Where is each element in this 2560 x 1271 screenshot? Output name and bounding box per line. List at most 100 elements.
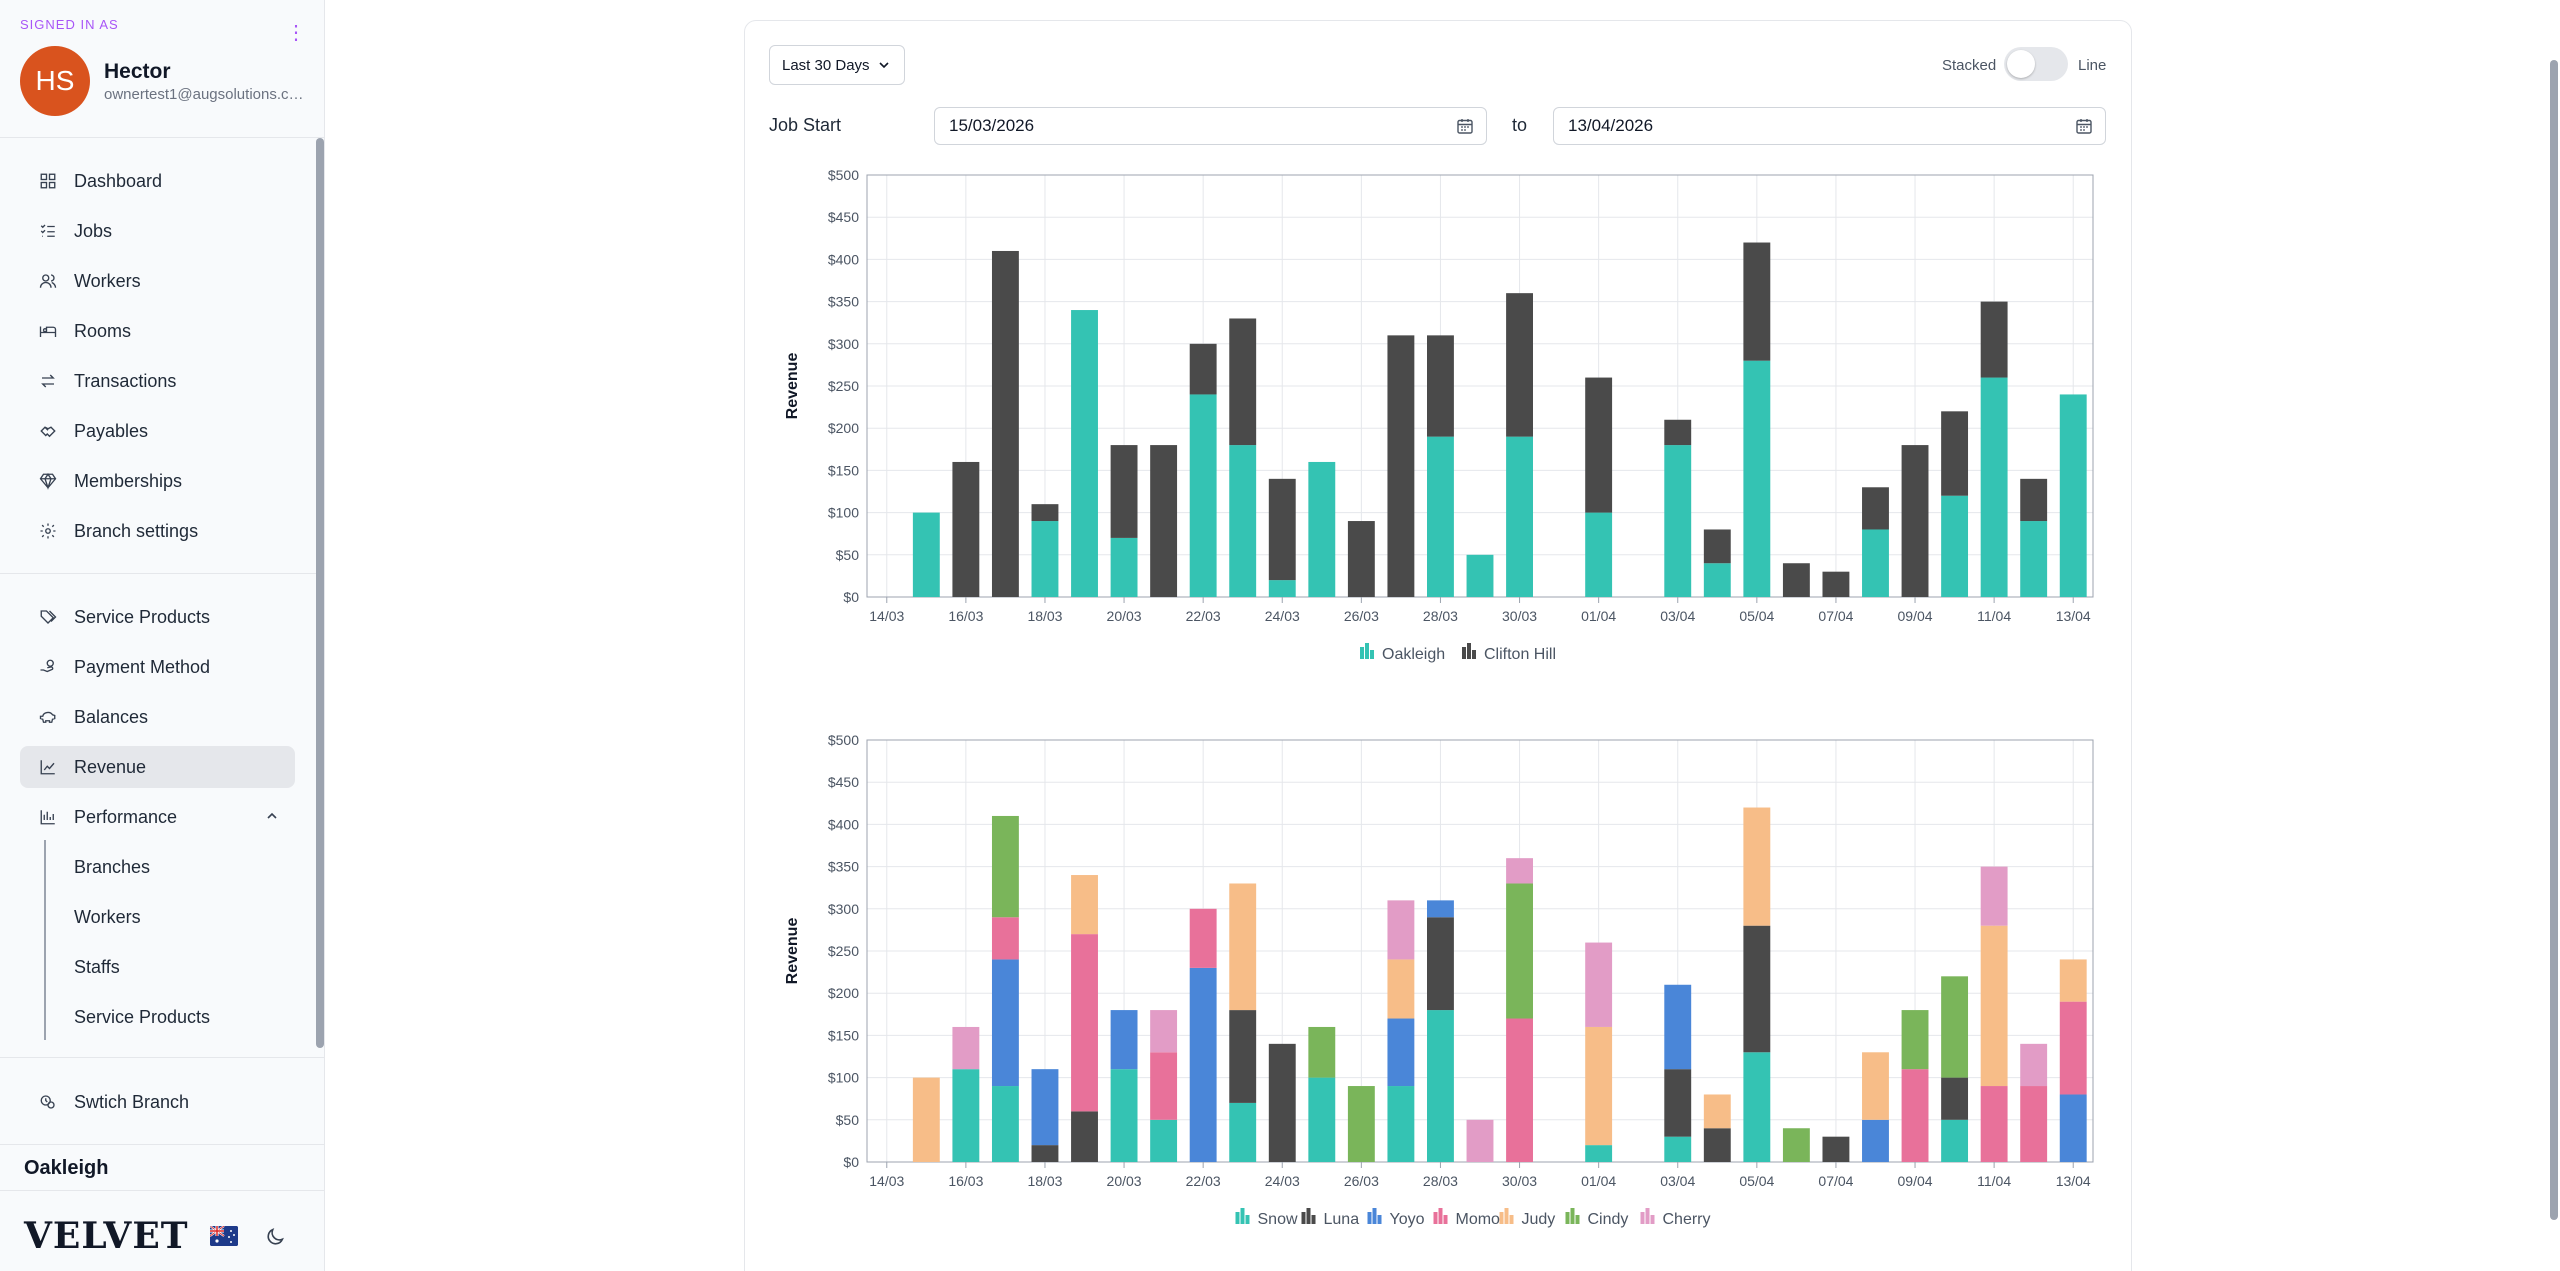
bar-segment[interactable]: [1229, 445, 1257, 597]
bar-segment[interactable]: [1980, 377, 2008, 597]
bar-segment[interactable]: [1862, 487, 1889, 530]
bar-segment[interactable]: [1585, 512, 1613, 597]
legend-item[interactable]: Clifton Hill: [1462, 643, 1556, 663]
bar-segment[interactable]: [1664, 419, 1692, 446]
bar-segment[interactable]: [1189, 394, 1217, 597]
bar-segment[interactable]: [1150, 1052, 1178, 1120]
bar-segment[interactable]: [1506, 883, 1533, 1019]
bar-segment[interactable]: [1585, 1145, 1613, 1162]
bar-segment[interactable]: [1743, 360, 1771, 597]
bar-segment[interactable]: [1980, 301, 2008, 378]
bar-segment[interactable]: [1308, 1026, 1336, 1078]
bar-segment[interactable]: [1506, 293, 1533, 437]
bar-segment[interactable]: [1427, 436, 1454, 597]
calendar-icon[interactable]: [1456, 117, 1474, 135]
legend-item[interactable]: Yoyo: [1367, 1208, 1425, 1228]
bar-segment[interactable]: [1387, 900, 1415, 960]
start-date-input[interactable]: 15/03/2026: [934, 107, 1487, 145]
bar-segment[interactable]: [952, 1069, 980, 1162]
bar-segment[interactable]: [1941, 976, 1969, 1078]
bar-segment[interactable]: [1941, 1077, 1969, 1120]
bar-segment[interactable]: [1980, 1086, 2008, 1162]
bar-segment[interactable]: [1585, 377, 1613, 513]
bar-segment[interactable]: [1071, 310, 1098, 597]
bar-segment[interactable]: [2020, 1043, 2048, 1087]
page-scrollbar[interactable]: [2550, 60, 2558, 1220]
bar-segment[interactable]: [1387, 1086, 1415, 1162]
bar-segment[interactable]: [991, 250, 1019, 597]
bar-segment[interactable]: [1150, 1010, 1178, 1053]
bar-segment[interactable]: [1031, 1069, 1059, 1146]
bar-segment[interactable]: [1308, 1077, 1336, 1162]
bar-segment[interactable]: [1664, 1136, 1692, 1162]
bar-segment[interactable]: [1308, 461, 1336, 597]
bar-segment[interactable]: [1664, 984, 1692, 1070]
sidebar-scrollbar[interactable]: [316, 138, 324, 1048]
sidebar-item-workers[interactable]: Workers: [20, 260, 295, 302]
bar-segment[interactable]: [1347, 1086, 1375, 1162]
bar-segment[interactable]: [991, 1086, 1019, 1162]
submenu-item-workers[interactable]: Workers: [74, 906, 141, 927]
sidebar-item-transactions[interactable]: Transactions: [20, 360, 295, 402]
bar-segment[interactable]: [2020, 478, 2048, 522]
sidebar-item-payment-method[interactable]: Payment Method: [20, 646, 295, 688]
submenu-item-service-products[interactable]: Service Products: [74, 1006, 211, 1027]
sidebar-item-payables[interactable]: Payables: [20, 410, 295, 452]
bar-segment[interactable]: [1941, 495, 1969, 597]
bar-segment[interactable]: [1822, 571, 1850, 597]
bar-segment[interactable]: [1387, 335, 1415, 597]
bar-segment[interactable]: [1782, 1128, 1810, 1162]
end-date-input[interactable]: 13/04/2026: [1553, 107, 2106, 145]
bar-segment[interactable]: [1347, 521, 1375, 597]
bar-segment[interactable]: [1585, 1026, 1613, 1146]
more-options-icon[interactable]: ⋮: [286, 22, 306, 44]
bar-segment[interactable]: [1743, 1052, 1771, 1162]
bar-segment[interactable]: [1664, 445, 1692, 597]
bar-segment[interactable]: [1189, 343, 1217, 395]
bar-segment[interactable]: [952, 1026, 980, 1070]
date-range-dropdown[interactable]: Last 30 Days: [769, 45, 905, 85]
bar-segment[interactable]: [1229, 318, 1257, 446]
bar-segment[interactable]: [1862, 529, 1889, 597]
bar-segment[interactable]: [1427, 1010, 1454, 1162]
bar-segment[interactable]: [1743, 807, 1771, 926]
bar-segment[interactable]: [1427, 335, 1454, 437]
bar-segment[interactable]: [2020, 521, 2048, 597]
sidebar-item-dashboard[interactable]: Dashboard: [20, 160, 295, 202]
switch-branch-button[interactable]: Swtich Branch: [20, 1081, 295, 1123]
bar-segment[interactable]: [1941, 411, 1969, 496]
bar-segment[interactable]: [1980, 866, 2008, 926]
sidebar-item-performance[interactable]: Performance: [20, 796, 295, 838]
bar-segment[interactable]: [1229, 883, 1257, 1011]
bar-segment[interactable]: [2059, 959, 2087, 1002]
bar-segment[interactable]: [1941, 1119, 1969, 1162]
bar-segment[interactable]: [1862, 1119, 1889, 1162]
bar-segment[interactable]: [1150, 1119, 1178, 1162]
bar-segment[interactable]: [1387, 959, 1415, 1019]
bar-segment[interactable]: [991, 959, 1019, 1087]
bar-segment[interactable]: [1189, 908, 1217, 968]
bar-segment[interactable]: [1427, 917, 1454, 1011]
sidebar-item-jobs[interactable]: Jobs: [20, 210, 295, 252]
sidebar-item-memberships[interactable]: Memberships: [20, 460, 295, 502]
bar-segment[interactable]: [1703, 1094, 1731, 1129]
bar-segment[interactable]: [1268, 1043, 1296, 1162]
bar-segment[interactable]: [1743, 242, 1771, 361]
bar-segment[interactable]: [1110, 1010, 1138, 1070]
bar-segment[interactable]: [1703, 563, 1731, 597]
bar-segment[interactable]: [2059, 394, 2087, 597]
bar-segment[interactable]: [912, 1077, 940, 1162]
dark-mode-icon[interactable]: [264, 1226, 286, 1248]
bar-segment[interactable]: [1782, 563, 1810, 597]
bar-segment[interactable]: [1110, 1069, 1138, 1162]
bar-segment[interactable]: [1743, 925, 1771, 1053]
bar-segment[interactable]: [1071, 934, 1098, 1112]
bar-segment[interactable]: [2020, 1086, 2048, 1162]
bar-segment[interactable]: [1585, 942, 1613, 1027]
sidebar-item-rooms[interactable]: Rooms: [20, 310, 295, 352]
bar-segment[interactable]: [1901, 1010, 1929, 1070]
sidebar-item-service-products[interactable]: Service Products: [20, 596, 295, 638]
bar-segment[interactable]: [991, 917, 1019, 960]
bar-segment[interactable]: [1110, 445, 1138, 538]
bar-segment[interactable]: [1031, 504, 1059, 522]
